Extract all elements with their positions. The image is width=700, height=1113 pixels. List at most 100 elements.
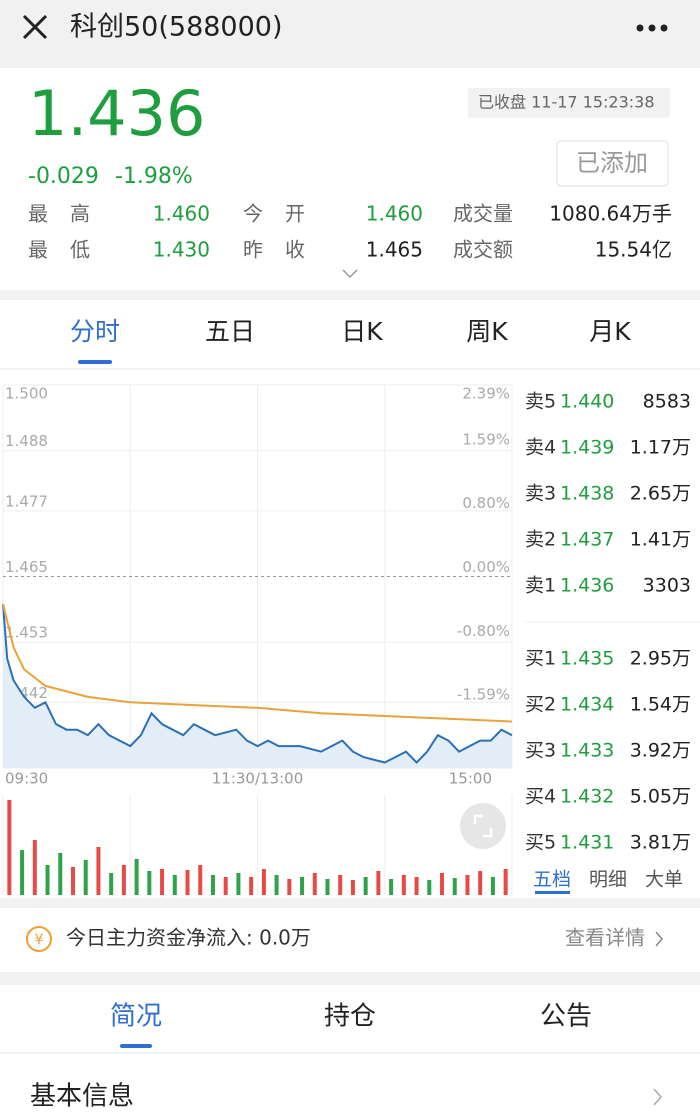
volume-bar [414,877,419,895]
book-price: 1.435 [560,648,614,670]
intraday-chart: 1.5001.4881.4771.4651.4531.4421.4302.39%… [2,384,513,895]
stat-value: 1080.64万手 [549,202,672,226]
y-tick-label: 1.488 [5,432,48,450]
volume-bar [274,875,279,895]
fullscreen-icon [473,814,493,838]
book-level: 买4 [525,786,556,808]
info-tab-indicator [120,1044,152,1048]
volume-bar [440,873,445,895]
stat-label: 昨收 [243,238,327,262]
volume-bar [223,877,228,895]
watch-button-label: 已添加 [576,149,648,177]
volume-bar [503,869,508,895]
volume-bar [490,877,495,895]
volume-bar [401,875,406,895]
book-qty: 1.17万 [630,437,691,459]
volume-bar [287,879,292,895]
info-tab[interactable]: 持仓 [324,1002,376,1032]
y2-tick-label: 1.59% [462,431,510,449]
series-line [2,603,513,764]
volume-bar [478,871,483,895]
volume-bar [465,875,470,895]
chart-tabs: 分时 五日 日K 周K 月K [70,317,631,346]
info-tabs: 简况 持仓 公告 [110,1002,592,1032]
book-tab[interactable]: 明细 [589,869,627,891]
volume-bar [20,850,25,895]
book-qty: 1.54万 [630,694,691,716]
book-level: 卖4 [525,437,556,459]
book-tab[interactable]: 大单 [645,869,683,891]
chevron [655,931,663,947]
series-line [2,603,513,723]
fund-flow-link[interactable]: 查看详情 [565,926,645,950]
volume-bar [7,800,12,895]
volume-bar [58,853,63,895]
tab-indicator [78,360,112,364]
book-level: 买1 [525,648,556,670]
volume-bar [376,871,381,895]
book-price: 1.439 [560,437,614,459]
expand-chevron[interactable] [342,269,358,279]
stat-value: 1.460 [153,202,210,226]
book-qty: 1.41万 [630,529,691,551]
y2-tick-label: 2.39% [462,385,510,403]
y2-tick-label: 0.00% [462,558,510,576]
volume-bar [185,870,190,895]
book-level: 卖2 [525,529,556,551]
chevron[interactable] [653,1088,662,1106]
x-tick-label: 15:00 [449,770,492,788]
info-tab[interactable]: 简况 [110,1002,162,1032]
chart-tab[interactable]: 分时 [70,317,120,346]
volume-bar [96,847,101,895]
price: 1.436 [28,77,206,150]
volume-bar [427,880,432,895]
x-tick-label: 11:30/13:00 [212,770,304,788]
book-price: 1.431 [560,832,614,854]
chart-tab[interactable]: 月K [589,317,631,346]
book-tab[interactable]: 五档 [533,869,571,891]
book-price: 1.438 [560,483,614,505]
book-qty: 5.05万 [630,786,691,808]
separator [0,972,700,985]
y2-tick-label: -1.59% [457,685,510,703]
chart-tab[interactable]: 周K [466,317,508,346]
stat-value: 1.460 [366,202,423,226]
book-price: 1.437 [560,529,614,551]
volume-bar [32,840,37,895]
volume-bar [249,877,254,895]
book-level: 买3 [525,740,556,762]
volume-bar [70,867,75,895]
stat-label: 成交额 [453,238,513,262]
book-level: 卖3 [525,483,556,505]
book-qty: 3.81万 [630,832,691,854]
chart-tab[interactable]: 日K [341,317,383,346]
volume-bar [160,869,165,895]
book-qty: 3.92万 [630,740,691,762]
separator [0,290,700,300]
more-menu[interactable] [636,24,668,32]
chart-tab[interactable]: 五日 [205,317,255,346]
page-title: 科创50(588000) [70,12,283,43]
volume-bar [210,875,215,895]
status-badge [468,88,670,118]
volume-bar [312,873,317,895]
y-tick-label: 1.453 [5,624,48,642]
separator [0,898,700,908]
book-level: 卖5 [525,391,556,413]
info-tab[interactable]: 公告 [540,1002,592,1032]
book-tab-indicator [535,891,570,894]
close-button[interactable] [22,14,48,40]
book-qty: 2.95万 [630,648,691,670]
stat-label: 成交量 [453,202,513,226]
volume-bar [261,869,266,895]
stat-value: 1.430 [153,238,210,262]
volume-bar [83,860,88,895]
book-level: 卖1 [525,575,556,597]
fullscreen-button[interactable] [460,803,506,849]
volume-bar [350,880,355,895]
watch-button[interactable] [556,140,669,187]
book-qty: 8583 [643,391,691,413]
